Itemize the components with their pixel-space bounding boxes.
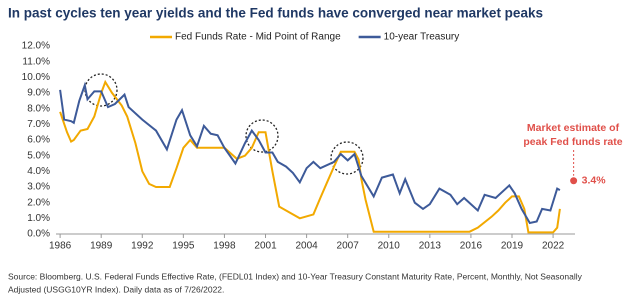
y-tick-label: 11.0% [22,56,50,67]
x-tick-label: 1995 [172,241,195,252]
x-tick-label: 2013 [419,241,442,252]
y-tick-label: 12.0% [22,41,50,52]
y-tick-label: 8.0% [27,103,50,114]
x-tick-label: 2019 [501,241,524,252]
chart-title: In past cycles ten year yields and the F… [8,6,543,21]
x-tick-label: 1989 [90,241,113,252]
x-tick-label: 2022 [542,241,565,252]
x-tick-label: 2016 [460,241,483,252]
highlight-circle [84,73,118,107]
annotation-point [570,177,578,185]
x-tick-label: 1992 [131,241,154,252]
annotation-text: Market estimate of [527,122,620,134]
y-tick-label: 4.0% [27,166,50,177]
highlight-circle [245,119,279,153]
y-tick-label: 3.0% [27,182,50,193]
legend-label: 10-year Treasury [384,32,460,43]
y-tick-label: 6.0% [27,135,50,146]
y-tick-label: 5.0% [27,150,50,161]
x-tick-label: 2007 [337,241,360,252]
source-note: Adjusted (USGG10YR Index). Daily data as… [8,284,224,294]
x-tick-label: 2010 [378,241,401,252]
highlight-circle [330,141,364,175]
y-tick-label: 7.0% [27,119,50,130]
x-tick-label: 2004 [295,241,318,252]
annotation-text: peak Fed funds rate [523,136,622,148]
x-tick-label: 2001 [254,241,277,252]
series-line [59,79,561,234]
annotation-label: 3.4% [582,175,607,187]
x-tick-label: 1998 [213,241,236,252]
legend-label: Fed Funds Rate - Mid Point of Range [175,32,341,43]
y-tick-label: 2.0% [27,197,50,208]
y-tick-label: 0.0% [27,229,50,240]
y-tick-label: 10.0% [22,72,50,83]
series-line [59,81,561,225]
x-tick-label: 1986 [49,241,72,252]
y-tick-label: 9.0% [27,88,50,99]
source-note: Source: Bloomberg. U.S. Federal Funds Ef… [8,271,583,281]
y-tick-label: 1.0% [27,213,50,224]
